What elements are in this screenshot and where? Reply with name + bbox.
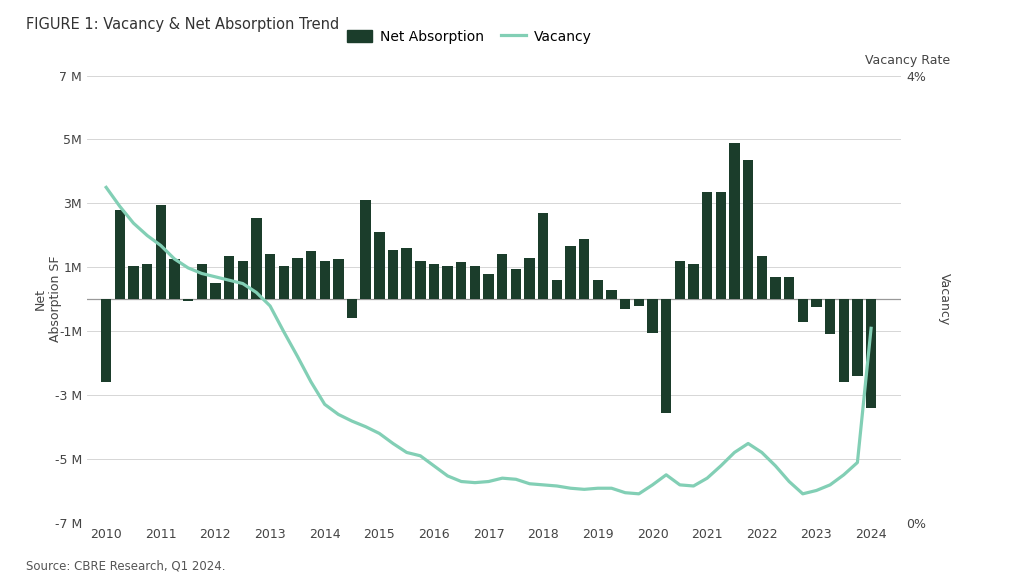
Bar <box>579 239 590 299</box>
Legend: Net Absorption, Vacancy: Net Absorption, Vacancy <box>341 24 598 49</box>
Bar <box>156 205 166 299</box>
Bar <box>306 251 316 299</box>
Bar <box>101 299 112 382</box>
Bar <box>360 200 371 299</box>
Bar <box>702 192 713 299</box>
Bar <box>839 299 849 382</box>
Bar <box>470 266 480 299</box>
Bar <box>415 261 426 299</box>
Bar <box>784 277 795 299</box>
Bar <box>757 256 767 299</box>
Text: FIGURE 1: Vacancy & Net Absorption Trend: FIGURE 1: Vacancy & Net Absorption Trend <box>26 17 339 33</box>
Bar <box>647 299 657 333</box>
Bar <box>866 299 877 408</box>
Bar <box>716 192 726 299</box>
Bar <box>483 274 494 299</box>
Bar <box>688 264 698 299</box>
Bar <box>169 259 179 299</box>
Bar <box>675 261 685 299</box>
Bar <box>662 299 672 413</box>
Bar <box>620 299 631 309</box>
Bar <box>210 284 220 299</box>
Bar <box>333 259 344 299</box>
Bar <box>538 213 549 299</box>
Bar <box>552 280 562 299</box>
Bar <box>606 290 616 299</box>
Bar <box>388 250 398 299</box>
Y-axis label: Vacancy: Vacancy <box>938 273 951 325</box>
Bar <box>292 258 302 299</box>
Bar <box>142 264 153 299</box>
Bar <box>811 299 821 307</box>
Bar <box>128 266 138 299</box>
Bar <box>593 280 603 299</box>
Bar <box>401 248 412 299</box>
Bar <box>825 299 836 335</box>
Text: Source: CBRE Research, Q1 2024.: Source: CBRE Research, Q1 2024. <box>26 560 225 572</box>
Bar <box>183 299 194 301</box>
Bar <box>524 258 535 299</box>
Bar <box>251 218 261 299</box>
Bar <box>197 264 207 299</box>
Bar <box>852 299 862 376</box>
Text: Vacancy Rate: Vacancy Rate <box>865 53 950 67</box>
Bar <box>442 266 453 299</box>
Y-axis label: Net
Absorption SF: Net Absorption SF <box>34 256 62 342</box>
Bar <box>319 261 330 299</box>
Bar <box>265 254 275 299</box>
Bar <box>347 299 357 318</box>
Bar <box>429 264 439 299</box>
Bar <box>456 263 467 299</box>
Bar <box>115 210 125 299</box>
Bar <box>565 246 575 299</box>
Bar <box>770 277 780 299</box>
Bar <box>279 266 289 299</box>
Bar <box>238 261 248 299</box>
Bar <box>729 143 739 299</box>
Bar <box>374 232 385 299</box>
Bar <box>224 256 234 299</box>
Bar <box>743 160 754 299</box>
Bar <box>634 299 644 306</box>
Bar <box>511 269 521 299</box>
Bar <box>798 299 808 322</box>
Bar <box>497 254 508 299</box>
